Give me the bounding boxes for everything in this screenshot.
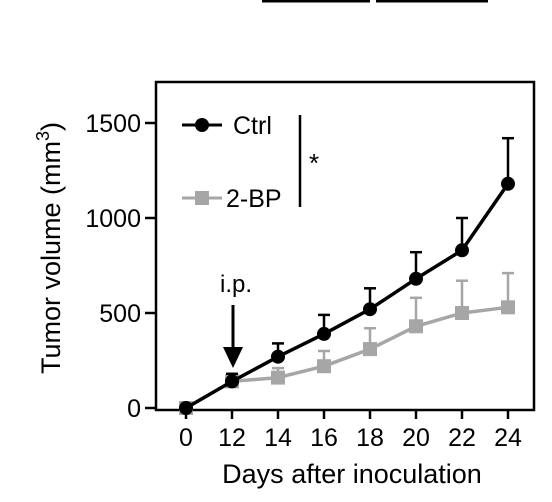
x-tick-label: 12 (218, 424, 246, 452)
y-tick-label: 500 (99, 300, 141, 328)
data-point (363, 302, 377, 317)
injection-arrow-head (223, 347, 243, 368)
x-tick-label: 16 (310, 424, 338, 452)
data-point (501, 176, 515, 191)
x-tick-label: 14 (264, 424, 292, 452)
y-tick-label: 1500 (85, 110, 141, 138)
x-axis-ticks: 0 12 14 16 18 20 22 24 (179, 410, 522, 452)
data-point (317, 326, 331, 341)
x-tick-label: 20 (402, 424, 430, 452)
y-tick-label: 0 (127, 395, 141, 423)
x-tick-label: 18 (356, 424, 384, 452)
series-layer (179, 136, 515, 415)
series-line (185, 305, 509, 410)
x-tick-label: 0 (179, 424, 193, 452)
legend-ctrl-label: Ctrl (233, 112, 272, 140)
data-point (409, 319, 423, 334)
y-tick-label: 1000 (85, 205, 141, 233)
x-tick-label: 22 (448, 424, 476, 452)
plot-frame (154, 80, 536, 412)
legend-ctrl-marker (195, 118, 209, 132)
legend-2bp-label: 2-BP (226, 185, 282, 213)
x-axis-title: Days after inoculation (222, 459, 482, 489)
legend-2bp-marker (195, 191, 209, 205)
data-point (225, 374, 239, 389)
series-ctrl (179, 136, 515, 415)
y-axis-ticks: 0 500 1000 1500 (85, 110, 156, 423)
data-point (501, 300, 515, 315)
data-point (363, 342, 377, 357)
injection-annotation: i.p. (220, 271, 252, 368)
y-axis-title: Tumor volume (mm3) (33, 122, 66, 374)
series-line (185, 182, 510, 410)
data-point (271, 370, 285, 385)
significance-star: * (309, 148, 319, 178)
data-point (271, 349, 285, 364)
legend: Ctrl 2-BP * (182, 112, 319, 213)
injection-label: i.p. (220, 271, 252, 298)
data-point (317, 359, 331, 374)
data-point (455, 243, 469, 258)
data-point (409, 271, 423, 286)
data-point (455, 306, 469, 320)
x-tick-label: 24 (494, 424, 522, 452)
data-point (179, 401, 193, 415)
